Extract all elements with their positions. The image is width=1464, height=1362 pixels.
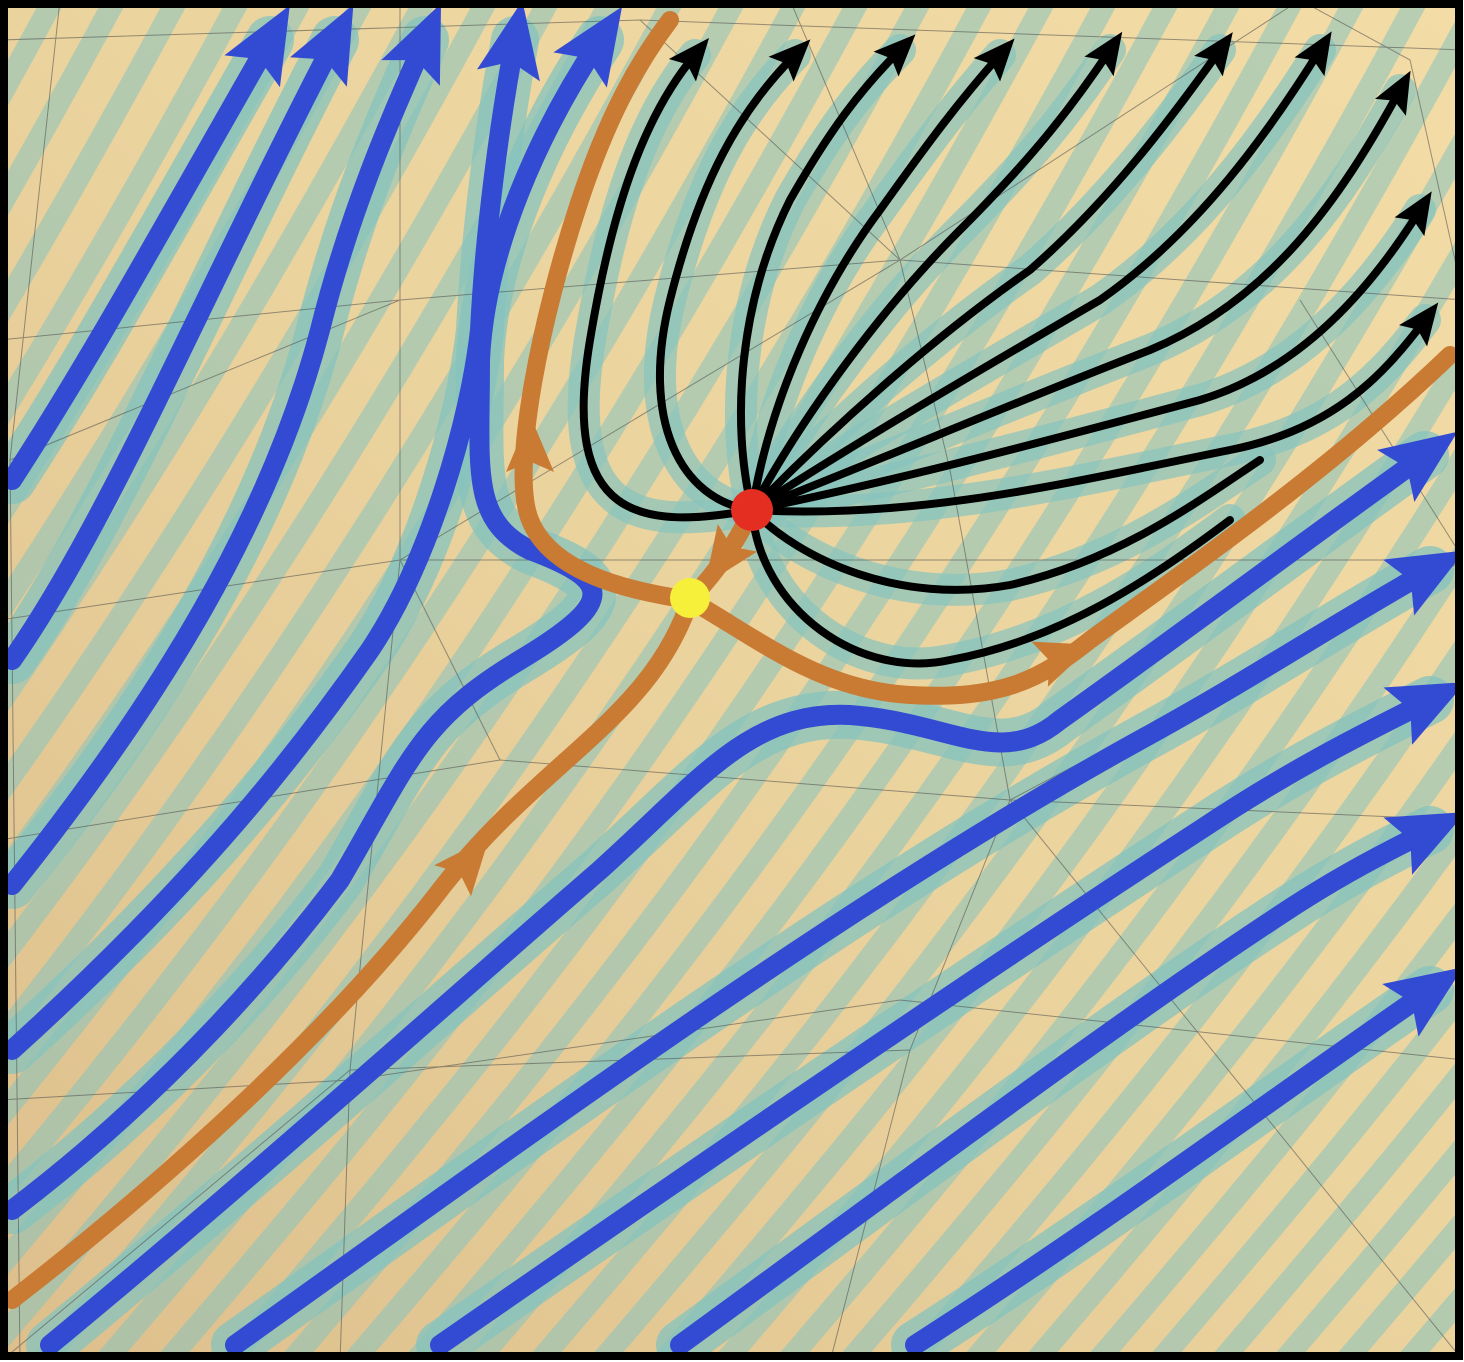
blue-arrowhead	[1383, 682, 1457, 745]
texture-band	[840, 543, 1457, 1354]
blue-streamline	[6, 30, 280, 490]
black-streamline	[748, 456, 1264, 594]
mesh-edge	[1309, 6, 1457, 272]
mesh-edge	[9, 299, 401, 461]
orange-arrowhead	[434, 837, 490, 897]
blue-arrowhead	[1382, 967, 1457, 1037]
blue-streamline	[225, 560, 1440, 1354]
blue-arrowhead	[476, 6, 540, 82]
black-streamline	[748, 46, 1114, 514]
texture-band	[6, 6, 807, 1203]
black-streamline	[579, 51, 756, 522]
texture-band	[902, 638, 1457, 1354]
texture-band	[6, 6, 187, 326]
black-arrowhead	[973, 38, 1015, 82]
black-streamline	[748, 316, 1429, 516]
black-arrowhead	[1084, 31, 1123, 77]
black-streamline	[736, 46, 904, 514]
blue-arrowhead	[1383, 812, 1457, 875]
orange-separatrix	[6, 591, 699, 1309]
black-streamline	[748, 51, 1004, 514]
texture-band	[6, 6, 683, 1051]
texture-band	[6, 6, 249, 428]
black-arrowhead	[1194, 32, 1233, 77]
blue-streamline	[670, 820, 1440, 1354]
blue-arrowhead	[290, 6, 354, 87]
mesh-edge	[399, 559, 501, 761]
black-arrowhead	[668, 38, 710, 82]
blue-streamline	[6, 30, 345, 670]
blue-arrowhead	[224, 6, 290, 88]
streamlines	[6, 11, 1457, 1354]
critical-points	[670, 489, 773, 618]
mesh-edge	[8, 1069, 351, 1354]
mesh-edge	[1299, 299, 1457, 550]
black-arrowhead	[1375, 70, 1411, 116]
texture-band	[406, 6, 1365, 1354]
black-streamline	[748, 506, 1234, 668]
blue-arrowhead	[553, 6, 623, 88]
blue-arrowhead	[381, 6, 442, 86]
saddle-point	[670, 578, 710, 618]
mesh-edge	[6, 999, 1457, 1101]
mesh-edge	[791, 6, 1011, 1354]
texture-band	[1336, 1212, 1457, 1354]
blue-streamline	[6, 30, 525, 1060]
streamline-arrowheads	[224, 6, 1457, 1037]
black-streamline	[748, 206, 1424, 514]
texture-band	[1150, 982, 1457, 1354]
black-streamline	[655, 51, 799, 514]
texture-band	[1088, 900, 1457, 1354]
black-arrowhead	[1394, 191, 1432, 237]
blue-arrowhead	[1377, 431, 1457, 502]
orange-separatrix	[681, 346, 1457, 705]
texture-band	[6, 6, 435, 715]
blue-arrowhead	[1382, 550, 1457, 616]
orange-separatrix	[514, 11, 699, 609]
orange-arrowhead	[1031, 641, 1094, 687]
texture-band	[1026, 816, 1457, 1354]
black-arrowhead	[1294, 31, 1332, 77]
black-arrowhead	[1399, 302, 1439, 347]
blue-streamline	[430, 690, 1440, 1354]
black-streamline	[748, 46, 1224, 514]
blue-streamline	[6, 30, 435, 895]
blue-streamline	[40, 445, 1435, 1354]
black-streamline	[748, 46, 1324, 514]
mesh-edge	[899, 6, 1292, 261]
blue-streamline	[6, 30, 610, 1220]
black-arrowhead	[873, 34, 916, 77]
blue-streamline	[905, 980, 1440, 1354]
black-arrowhead	[768, 39, 811, 82]
texture-band	[1274, 1137, 1457, 1354]
orange-arrowhead	[506, 415, 554, 472]
orange-arrowhead	[704, 524, 758, 585]
black-streamline	[748, 86, 1404, 514]
source-point	[731, 489, 773, 531]
texture-band	[1212, 1061, 1457, 1354]
